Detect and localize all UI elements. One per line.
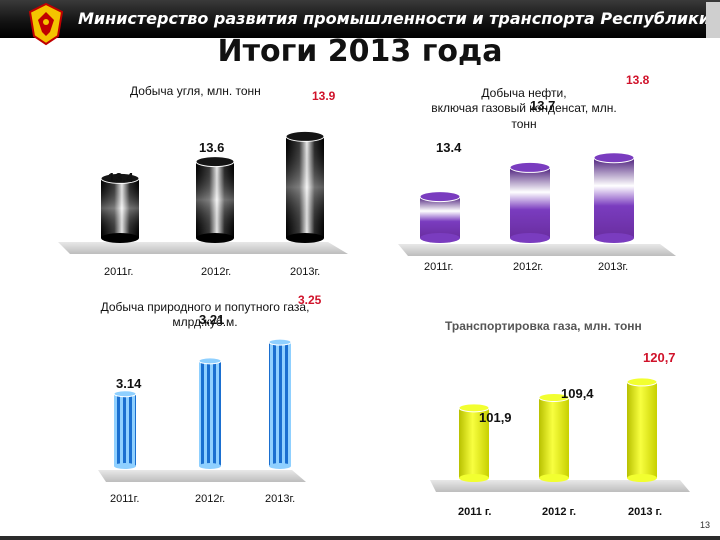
oil-chart-floor: [398, 244, 676, 256]
gas-bar: [114, 393, 136, 466]
coal-bar-base: [196, 233, 234, 243]
coal-data-label: 13.6: [199, 140, 224, 155]
oil-bar-cap: [509, 161, 551, 173]
oil-bar-cap: [593, 152, 635, 164]
coal-chart-floor: [58, 242, 348, 254]
transport-bar-base: [539, 474, 569, 482]
transport-chart-floor: [430, 480, 690, 492]
bottom-rule: [0, 536, 720, 540]
oil-chart-title: тонн: [511, 117, 536, 131]
coal-bar-base: [101, 233, 139, 243]
coal-bar-sheen: [196, 161, 234, 238]
transport-bar-cap: [626, 377, 658, 387]
oil-data-label: 13.8: [626, 73, 650, 87]
transport-bar: [539, 397, 569, 478]
gas-bar-base: [269, 463, 291, 469]
oil-data-label: 13.7: [530, 98, 555, 113]
coal-category-label: 2012г.: [201, 266, 231, 278]
gas-chart-floor: [98, 470, 306, 482]
transport-data-label: 101,9: [479, 410, 512, 425]
transport-chart-title: Транспортировка газа, млн. тонн: [445, 319, 642, 333]
oil-bar: [594, 157, 634, 238]
transport-category-label: 2011 г.: [458, 506, 491, 518]
coal-category-label: 2013г.: [290, 266, 320, 278]
gas-bar-cap: [198, 357, 222, 365]
coal-data-label: 13.4: [108, 170, 134, 185]
coal-bar-sheen: [286, 136, 324, 238]
oil-bar-base: [594, 233, 634, 243]
header-title: Министерство развития промышленности и т…: [78, 9, 711, 28]
gas-chart-title: Добыча природного и попутного газа,: [101, 300, 310, 314]
oil-bar: [420, 196, 460, 238]
gas-bar-cap: [113, 390, 137, 398]
transport-bar-base: [627, 474, 657, 482]
coal-category-label: 2011г.: [104, 266, 133, 278]
gas-chart-title: млрд.куб.м.: [172, 315, 237, 329]
oil-chart-title: Добыча нефти,: [481, 86, 566, 100]
oil-bar-cap: [419, 191, 461, 203]
coal-data-label: 13.9: [312, 89, 336, 103]
coal-bar-cap: [285, 130, 325, 142]
gas-data-label: 3.25: [298, 293, 322, 307]
oil-category-label: 2013г.: [598, 261, 628, 273]
coal-bar-sheen: [101, 178, 139, 238]
gas-bar: [199, 360, 221, 466]
gas-category-label: 2012г.: [195, 493, 225, 505]
gas-category-label: 2013г.: [265, 493, 295, 505]
coal-bar-base: [286, 233, 324, 243]
gas-category-label: 2011г.: [110, 493, 139, 505]
oil-bar-base: [420, 233, 460, 243]
oil-chart-title: включая газовый конденсат, млн.: [431, 101, 616, 115]
gas-bar-cap: [268, 338, 292, 346]
coal-bar-cap: [100, 172, 140, 184]
gas-bar-base: [199, 463, 221, 469]
transport-bar-cap: [538, 392, 570, 402]
page-title: Итоги 2013 года: [217, 34, 503, 69]
oil-bar-base: [510, 233, 550, 243]
transport-bar: [627, 381, 657, 478]
transport-data-label: 109,4: [561, 386, 594, 401]
oil-category-label: 2012г.: [513, 261, 543, 273]
coal-bar-cap: [195, 156, 235, 168]
slide-number: 13: [699, 520, 710, 530]
oil-data-label: 13.4: [436, 140, 462, 155]
header-bar: [0, 0, 720, 38]
transport-bar-base: [459, 474, 489, 482]
gas-data-label: 3.21: [199, 312, 224, 327]
oil-bar: [510, 167, 550, 238]
transport-bar: [459, 407, 489, 478]
gas-data-label: 3.14: [116, 376, 142, 391]
transport-data-label: 120,7: [643, 350, 676, 365]
gas-bar-base: [114, 463, 136, 469]
transport-category-label: 2013 г.: [628, 506, 662, 518]
oil-category-label: 2011г.: [424, 261, 453, 273]
gas-bar: [269, 342, 291, 466]
coal-chart-title: Добыча угля, млн. тонн: [130, 84, 261, 98]
transport-bar-cap: [458, 403, 490, 413]
coat-of-arms-icon: [28, 2, 64, 46]
corner-mark: [706, 2, 720, 38]
transport-category-label: 2012 г.: [542, 506, 576, 518]
